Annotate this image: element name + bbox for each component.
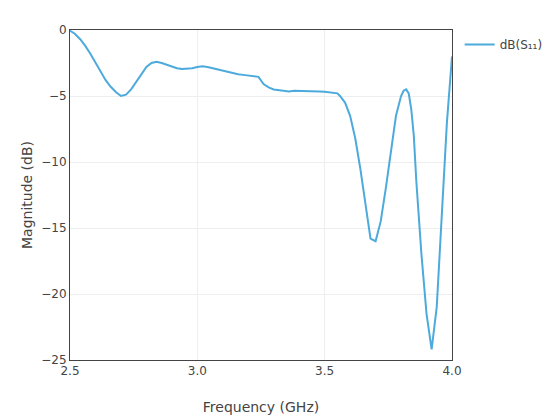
svg-text:4.0: 4.0: [442, 364, 461, 378]
svg-text:Magnitude (dB): Magnitude (dB): [19, 141, 35, 249]
svg-text:−20: −20: [41, 287, 66, 301]
svg-text:−15: −15: [41, 221, 66, 235]
svg-text:Frequency (GHz): Frequency (GHz): [203, 399, 319, 415]
svg-text:−25: −25: [41, 353, 66, 367]
svg-text:0: 0: [59, 23, 67, 37]
svg-text:−5: −5: [49, 89, 67, 103]
svg-text:2.5: 2.5: [60, 364, 79, 378]
svg-text:3.5: 3.5: [315, 364, 334, 378]
svg-text:−10: −10: [41, 155, 66, 169]
svg-text:dB(S₁₁): dB(S₁₁): [500, 38, 542, 52]
svg-text:3.0: 3.0: [188, 364, 207, 378]
